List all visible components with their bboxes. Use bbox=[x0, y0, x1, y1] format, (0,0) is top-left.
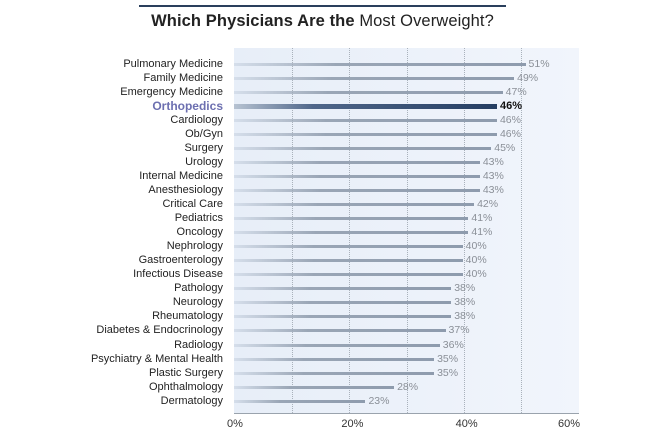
bar bbox=[234, 329, 446, 333]
bar bbox=[234, 188, 480, 192]
value-label: 51% bbox=[528, 57, 550, 70]
value-label: 43% bbox=[482, 155, 504, 168]
bar bbox=[234, 343, 440, 347]
category-label: Gastroenterology bbox=[138, 254, 223, 267]
x-axis-line bbox=[234, 413, 579, 414]
bar bbox=[234, 217, 469, 221]
value-label: 28% bbox=[397, 380, 419, 393]
value-label: 49% bbox=[517, 71, 539, 84]
value-label: 35% bbox=[437, 352, 459, 365]
bar bbox=[234, 301, 452, 305]
category-label: Critical Care bbox=[162, 198, 223, 210]
value-label: 45% bbox=[494, 141, 516, 154]
category-label: Internal Medicine bbox=[139, 169, 223, 182]
category-label: Infectious Disease bbox=[133, 268, 223, 281]
category-label: Psychiatry & Mental Health bbox=[90, 352, 223, 365]
chart-title: Which Physicians Are the Most Overweight… bbox=[0, 12, 645, 31]
category-label: Radiology bbox=[174, 338, 223, 351]
category-label: Surgery bbox=[184, 141, 223, 154]
category-label: Anesthesiology bbox=[148, 183, 223, 196]
x-tick-label: 0% bbox=[227, 418, 243, 430]
category-label: Plastic Surgery bbox=[149, 366, 223, 379]
bar bbox=[234, 259, 463, 263]
value-label: 38% bbox=[454, 310, 476, 323]
category-label: Family Medicine bbox=[143, 71, 223, 84]
bar bbox=[234, 76, 515, 80]
x-tick-label: 20% bbox=[341, 418, 364, 430]
category-label: Nephrology bbox=[166, 240, 223, 253]
category-label: Diabetes & Endocrinology bbox=[96, 324, 223, 337]
value-label: 47% bbox=[505, 85, 527, 98]
category-label: Pathology bbox=[174, 282, 223, 295]
bar bbox=[234, 174, 480, 178]
bar bbox=[234, 357, 435, 361]
bar bbox=[234, 231, 469, 235]
value-label: 40% bbox=[465, 240, 487, 253]
bar bbox=[234, 287, 452, 291]
category-label: Dermatology bbox=[160, 394, 223, 407]
value-label: 40% bbox=[465, 268, 487, 281]
value-label: 46% bbox=[499, 99, 522, 112]
bar bbox=[234, 160, 480, 164]
category-label: Neurology bbox=[172, 296, 223, 309]
category-label: Orthopedics bbox=[152, 98, 223, 113]
gridline bbox=[292, 48, 294, 413]
bar bbox=[234, 103, 497, 109]
category-label: Cardiology bbox=[170, 113, 223, 126]
value-label: 38% bbox=[454, 296, 476, 309]
value-label: 41% bbox=[471, 212, 493, 225]
bar bbox=[234, 203, 475, 206]
x-tick-label: 40% bbox=[455, 418, 478, 430]
value-label: 40% bbox=[465, 254, 487, 267]
x-tick-label: 60% bbox=[558, 418, 581, 430]
bar bbox=[234, 273, 463, 277]
bar bbox=[234, 371, 435, 375]
title-rule bbox=[139, 5, 506, 7]
category-label: Oncology bbox=[176, 226, 223, 239]
category-label: Pediatrics bbox=[174, 212, 223, 225]
bar bbox=[234, 118, 497, 122]
value-label: 41% bbox=[471, 226, 493, 239]
value-label: 38% bbox=[454, 282, 476, 295]
value-label: 43% bbox=[482, 169, 504, 182]
gridline bbox=[520, 48, 522, 413]
chart-title-regular: Most Overweight? bbox=[359, 12, 494, 30]
value-label: 35% bbox=[437, 366, 459, 379]
bar bbox=[234, 245, 463, 249]
gridline bbox=[463, 48, 465, 413]
gridline bbox=[349, 48, 351, 413]
bar bbox=[234, 385, 395, 389]
bar bbox=[234, 132, 497, 136]
value-label: 46% bbox=[499, 113, 521, 126]
value-label: 46% bbox=[499, 127, 521, 140]
gridline bbox=[406, 48, 408, 413]
category-label: Urology bbox=[185, 155, 223, 168]
value-label: 23% bbox=[368, 394, 390, 407]
category-label: Rheumatology bbox=[152, 310, 223, 323]
bar bbox=[234, 146, 492, 150]
bar bbox=[234, 90, 503, 94]
bar bbox=[234, 62, 526, 66]
value-label: 43% bbox=[482, 183, 504, 196]
category-label: Emergency Medicine bbox=[120, 85, 223, 98]
chart-title-bold: Which Physicians Are the bbox=[151, 12, 355, 30]
value-label: 36% bbox=[442, 338, 464, 351]
category-label: Ob/Gyn bbox=[185, 127, 223, 140]
category-label: Pulmonary Medicine bbox=[123, 57, 223, 70]
value-label: 42% bbox=[477, 198, 499, 210]
bar bbox=[234, 315, 452, 319]
value-label: 37% bbox=[448, 324, 470, 337]
category-label: Ophthalmology bbox=[149, 380, 223, 393]
bar bbox=[234, 399, 366, 403]
